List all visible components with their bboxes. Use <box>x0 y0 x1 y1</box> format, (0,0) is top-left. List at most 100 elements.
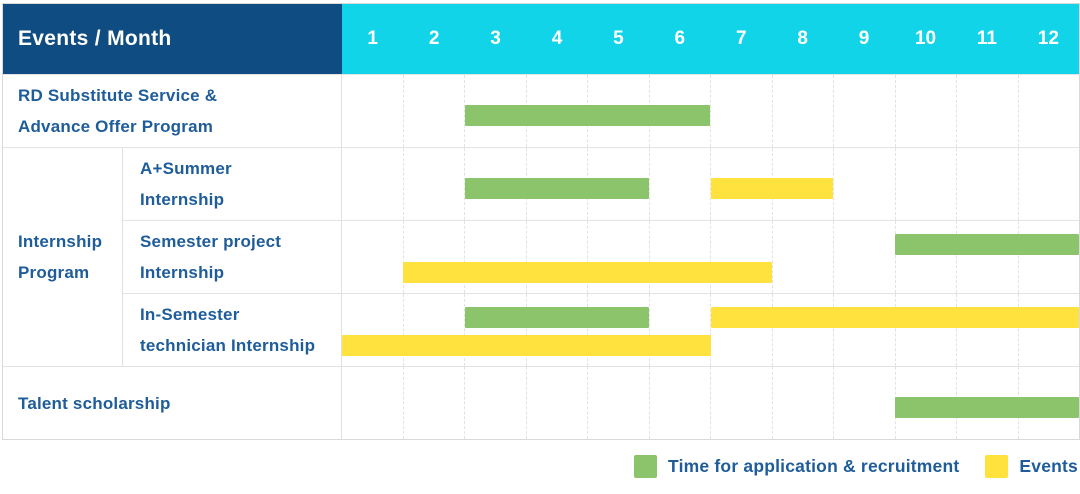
legend: Time for application & recruitment Event… <box>608 451 1078 481</box>
recruitment-bar <box>464 307 650 328</box>
row-label-text: A+Summer Internship <box>140 159 232 209</box>
month-grid-cell <box>956 221 1018 293</box>
month-grid-cell <box>956 294 1018 366</box>
month-header-1: 1 <box>367 28 378 49</box>
schedule-table: Events / Month 1 2 3 4 5 6 7 8 9 10 11 12 RD Substi… <box>2 3 1080 440</box>
row-label-semester-project: Semester project Internship <box>123 220 342 293</box>
month-grid-cell <box>771 75 834 147</box>
chart-row-in-semester-technician <box>342 293 1079 366</box>
legend-item-events: Events <box>985 454 1078 478</box>
month-grid-cell <box>894 294 957 366</box>
month-grid-cell <box>342 367 403 439</box>
month-grid-cell <box>464 221 526 293</box>
month-grid-cell <box>342 75 403 147</box>
month-grid-cell <box>833 367 895 439</box>
month-header-5: 5 <box>613 28 624 49</box>
event-bar <box>342 335 711 356</box>
recruitment-bar <box>464 178 650 199</box>
row-label-text: Talent scholarship <box>18 393 171 413</box>
month-grid-cell <box>525 294 588 366</box>
row-label-talent-scholarship: Talent scholarship <box>3 366 342 439</box>
month-header-6: 6 <box>674 28 686 49</box>
month-grid-cell <box>710 75 772 147</box>
chart-row-a-plus-summer <box>342 147 1079 220</box>
events-color-swatch <box>985 454 1009 478</box>
month-grid-cell <box>833 75 895 147</box>
row-label-rd-substitute: RD Substitute Service & Advance Offer Pr… <box>3 74 342 147</box>
month-grid-cell <box>402 148 465 220</box>
month-grid-cell <box>464 367 526 439</box>
month-grid-cell <box>402 75 465 147</box>
month-grid-cell <box>956 148 1018 220</box>
month-grid-cell <box>894 75 957 147</box>
table-header-title: Events / Month <box>3 4 342 74</box>
month-grid-cell <box>464 75 526 147</box>
month-header-12: 12 <box>1037 28 1059 49</box>
group-label-internship-program: Internship Program <box>3 147 123 366</box>
month-grid-cell <box>342 221 403 293</box>
event-bar <box>710 178 834 199</box>
month-grid-cell <box>894 148 957 220</box>
month-grid-cell <box>464 148 526 220</box>
month-grid-cell <box>1017 294 1080 366</box>
month-grid-cell <box>771 367 834 439</box>
month-grid-cell <box>402 294 465 366</box>
month-grid-cell <box>833 148 895 220</box>
legend-label-events: Events <box>1019 455 1078 476</box>
chart-row-talent-scholarship <box>342 366 1079 439</box>
month-header-7: 7 <box>735 28 747 49</box>
month-grid-cell <box>587 367 649 439</box>
event-bar <box>710 307 1079 328</box>
row-label-text: RD Substitute Service & Advance Offer Pr… <box>18 86 218 136</box>
month-header-4: 4 <box>551 28 563 49</box>
month-grid-cell <box>710 294 772 366</box>
month-grid-cell <box>771 221 834 293</box>
recruitment-bar <box>894 234 1079 255</box>
month-grid-cell <box>648 148 711 220</box>
month-header-3: 3 <box>490 28 501 49</box>
month-grid-cell <box>710 367 772 439</box>
month-grid-cell <box>464 294 526 366</box>
month-grid-cell <box>710 148 772 220</box>
month-header-8: 8 <box>797 28 808 49</box>
chart-row-semester-project <box>342 220 1079 293</box>
month-grid-cell <box>525 367 588 439</box>
row-label-text: In-Semester technician Internship <box>140 305 316 355</box>
recruitment-bar <box>894 397 1079 418</box>
month-grid-cell <box>402 221 465 293</box>
month-grid-cell <box>648 294 711 366</box>
group-label-text: Internship Program <box>18 232 103 282</box>
row-label-in-semester-technician: In-Semester technician Internship <box>123 293 342 366</box>
month-grid-cell <box>1017 75 1080 147</box>
chart-row-rd-substitute <box>342 74 1079 147</box>
legend-item-recruitment: Time for application & recruitment <box>634 454 960 478</box>
month-grid-cell <box>1017 221 1080 293</box>
month-grid-cell <box>1017 148 1080 220</box>
month-header-2: 2 <box>428 28 440 49</box>
event-bar <box>403 262 772 283</box>
month-grid-cell <box>525 221 588 293</box>
row-label-text: Semester project Internship <box>140 232 282 282</box>
month-header-10: 10 <box>914 28 937 49</box>
recruitment-color-swatch <box>634 454 658 478</box>
month-grid-cell <box>342 148 403 220</box>
month-grid-cell <box>833 221 895 293</box>
recruitment-bar <box>464 105 711 126</box>
row-label-a-plus-summer: A+Summer Internship <box>123 147 342 220</box>
month-grid-cell <box>587 221 649 293</box>
month-grid-cell <box>648 221 711 293</box>
month-grid-cell <box>833 294 895 366</box>
month-grid-cell <box>587 294 649 366</box>
month-grid-cell <box>648 367 711 439</box>
legend-label-recruitment: Time for application & recruitment <box>668 455 960 476</box>
month-grid-cell <box>894 221 957 293</box>
month-grid-cell <box>771 294 834 366</box>
month-grid-cell <box>710 221 772 293</box>
events-month-label: Events / Month <box>18 27 172 50</box>
month-header-9: 9 <box>858 28 870 49</box>
month-grid-cell <box>956 75 1018 147</box>
month-grid-cell <box>402 367 465 439</box>
month-header-row: 1 2 3 4 5 6 7 8 9 10 11 12 <box>342 4 1079 74</box>
month-header-11: 11 <box>976 28 997 49</box>
